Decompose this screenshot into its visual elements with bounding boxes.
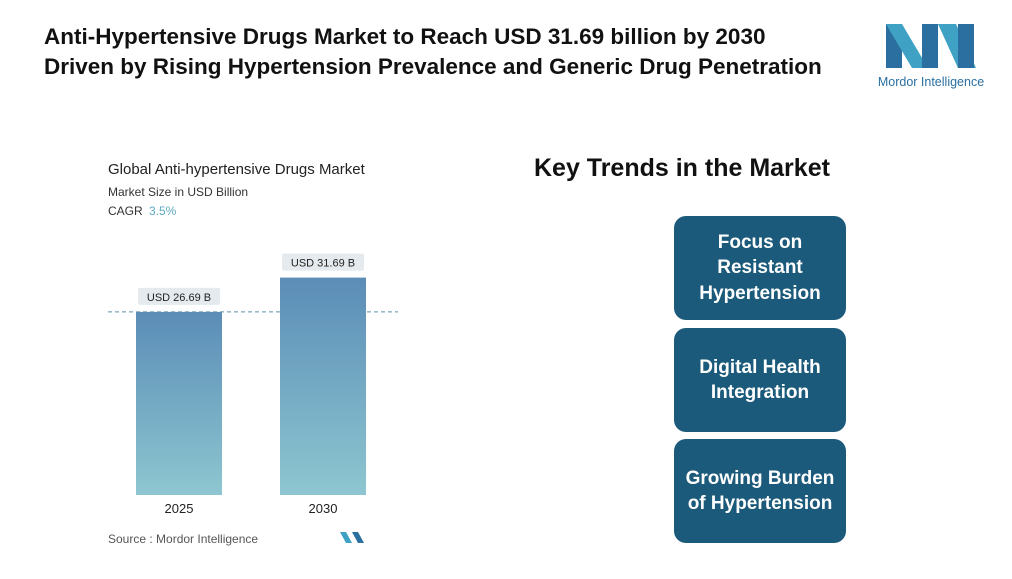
value-label: USD 31.69 B [291,258,355,270]
bar [280,277,366,495]
value-label: USD 26.69 B [147,292,211,304]
x-tick-label: 2030 [309,501,338,516]
trend-box: Digital Health Integration [674,328,846,432]
chart-subtitle: Market Size in USD Billion [108,185,248,199]
x-tick-label: 2025 [165,501,194,516]
chart: Global Anti-hypertensive Drugs Market Ma… [108,161,398,546]
logo-text: Mordor Intelligence [878,75,984,89]
trend-box: Focus on Resistant Hypertension [674,216,846,320]
logo-shape [922,24,938,68]
logo-shape [958,24,974,68]
cagr-label: CAGR [108,204,143,218]
value-label-bg [138,287,220,305]
value-label-bg [282,253,364,271]
source-logo [340,532,364,543]
logo: Mordor Intelligence [878,24,984,89]
bar [136,311,222,495]
logo-shape [886,24,928,68]
cagr-value: 3.5% [149,204,177,218]
chart-title: Global Anti-hypertensive Drugs Market [108,161,366,178]
source: Source : Mordor Intelligence [108,532,258,546]
page-title: Anti-Hypertensive Drugs Market to Reach … [44,24,822,79]
trend-box: Growing Burden of Hypertension [674,439,846,543]
trends-title: Key Trends in the Market [534,154,830,182]
